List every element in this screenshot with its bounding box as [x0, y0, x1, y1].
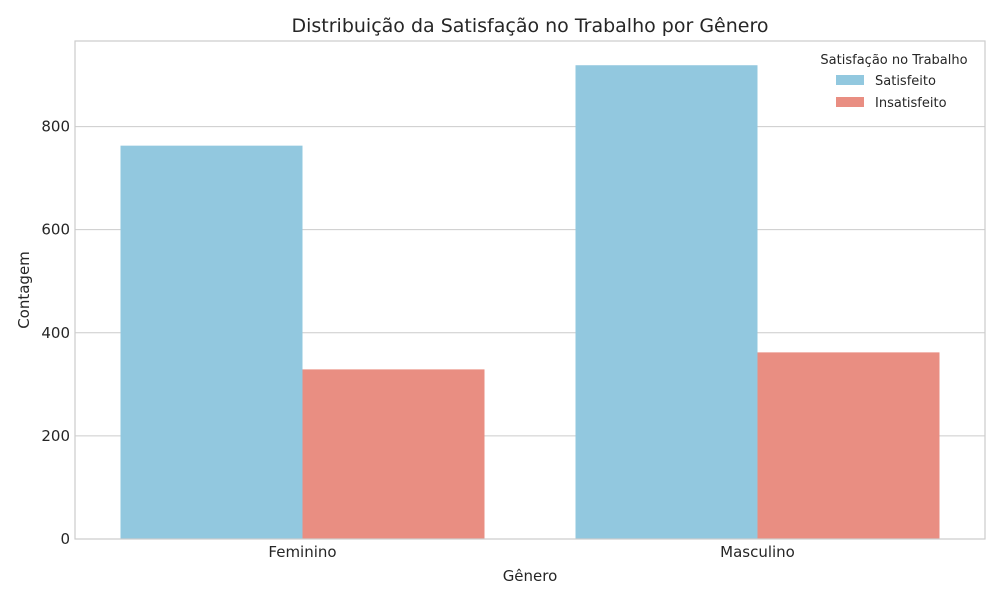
- plot-frame: [74, 40, 986, 540]
- y-axis-ticks: 0 200 400 600 800: [41, 118, 70, 548]
- legend-swatch: [836, 97, 864, 107]
- y-tick-label: 600: [41, 221, 70, 239]
- legend-entry: Insatisfeito: [875, 96, 947, 111]
- bar-insatisfeito-masculino: [757, 352, 940, 539]
- chart-title: Distribuição da Satisfação no Trabalho p…: [291, 15, 768, 37]
- bar-satisfeito-feminino: [120, 145, 303, 540]
- y-axis-label: Contagem: [15, 251, 33, 329]
- x-tick-label: Feminino: [268, 543, 336, 561]
- legend: Satisfação no Trabalho Satisfeito Insatis…: [820, 53, 967, 111]
- y-tick-label: 800: [41, 118, 70, 136]
- legend-swatch: [836, 75, 864, 85]
- y-tick-label: 400: [41, 324, 70, 342]
- legend-title: Satisfação no Trabalho: [820, 53, 967, 68]
- legend-entry: Satisfeito: [875, 74, 936, 89]
- bar-satisfeito-masculino: [575, 65, 758, 540]
- y-tick-label: 0: [60, 530, 70, 548]
- bars: [120, 65, 940, 540]
- bar-insatisfeito-feminino: [302, 369, 485, 539]
- x-axis-label: Gênero: [503, 567, 558, 585]
- x-tick-label: Masculino: [720, 543, 795, 561]
- y-tick-label: 200: [41, 427, 70, 445]
- x-axis-ticks: Feminino Masculino: [268, 543, 794, 561]
